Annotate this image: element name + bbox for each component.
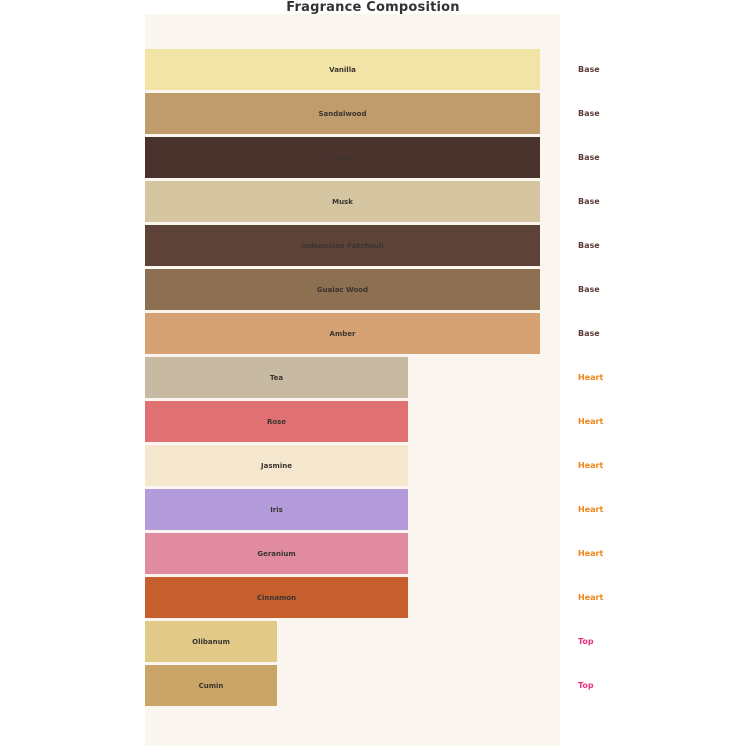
- bar-amber: Amber: [145, 313, 540, 354]
- bar-jasmine: Jasmine: [145, 445, 408, 486]
- group-label-top: Top: [578, 681, 594, 690]
- bar-iris: Iris: [145, 489, 408, 530]
- bar-sandalwood: Sandalwood: [145, 93, 540, 134]
- bar-indonesian-patchouli: Indonesian Patchouli: [145, 225, 540, 266]
- bar-guaiac-wood: Guaiac Wood: [145, 269, 540, 310]
- group-label-base: Base: [578, 153, 600, 162]
- bar-rose: Rose: [145, 401, 408, 442]
- bar-label: Musk: [332, 197, 353, 206]
- group-label-top: Top: [578, 637, 594, 646]
- bar-label: Olibanum: [192, 637, 230, 646]
- group-label-base: Base: [578, 197, 600, 206]
- bar-label: Jasmine: [261, 461, 292, 470]
- bar-label: Rose: [266, 417, 287, 426]
- group-label-heart: Heart: [578, 373, 604, 382]
- chart-title: Fragrance Composition: [286, 0, 460, 15]
- bar-olibanum: Olibanum: [145, 621, 277, 662]
- group-label-base: Base: [578, 241, 600, 250]
- bar-cumin: Cumin: [145, 665, 277, 706]
- group-label-base: Base: [578, 109, 600, 118]
- bar-vanilla: Vanilla: [145, 49, 540, 90]
- group-label-base: Base: [578, 329, 600, 338]
- bar-musk: Musk: [145, 181, 540, 222]
- bar-label: Tea: [269, 373, 284, 382]
- group-label-heart: Heart: [578, 549, 604, 558]
- bar-label: Cumin: [198, 681, 224, 690]
- group-label-heart: Heart: [578, 417, 604, 426]
- bar-oud: Oud: [145, 137, 540, 178]
- plot-area: Vanilla Sandalwood Oud Musk Indonesian Patch…: [145, 14, 560, 746]
- bar-label: Oud: [334, 153, 351, 162]
- bar-tea: Tea: [145, 357, 408, 398]
- group-label-heart: Heart: [578, 593, 604, 602]
- bar-label: Iris: [270, 505, 283, 514]
- group-label-base: Base: [578, 285, 600, 294]
- bar-cinnamon: Cinnamon: [145, 577, 408, 618]
- bar-label: Indonesian Patchouli: [301, 241, 384, 250]
- bar-label: Geranium: [257, 549, 296, 558]
- bar-label: Sandalwood: [318, 109, 367, 118]
- bar-geranium: Geranium: [145, 533, 408, 574]
- bar-label: Cinnamon: [256, 593, 297, 602]
- group-label-heart: Heart: [578, 461, 604, 470]
- group-label-heart: Heart: [578, 505, 604, 514]
- group-labels-column: Base Base Base Base Base Base Base Heart Heart He…: [578, 0, 638, 746]
- group-label-base: Base: [578, 65, 600, 74]
- bar-label: Amber: [329, 329, 356, 338]
- bar-label: Guaiac Wood: [316, 285, 369, 294]
- bar-label: Vanilla: [329, 65, 356, 74]
